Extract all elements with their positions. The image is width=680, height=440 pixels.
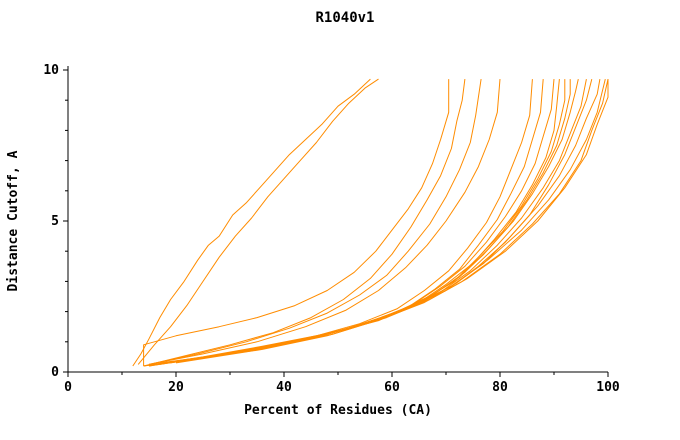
x-tick-label: 60 [384, 380, 400, 395]
x-tick-label: 100 [596, 380, 620, 395]
model-curve [148, 79, 501, 365]
model-curve [154, 79, 566, 365]
x-tick-label: 0 [64, 380, 72, 395]
model-curve [132, 78, 371, 367]
plot-axes: 0 20 40 60 80 100 0 5 10 [43, 63, 620, 395]
x-tick-label: 20 [168, 380, 184, 395]
model-curve [143, 79, 450, 366]
y-tick-label: 10 [43, 63, 59, 78]
model-curve [143, 79, 533, 367]
model-curve [175, 79, 609, 362]
x-axis-label: Percent of Residues (CA) [244, 403, 432, 418]
model-curve [175, 78, 609, 364]
chart-title: R1040v1 [315, 10, 374, 26]
model-curve [137, 78, 379, 365]
plot-series [132, 78, 609, 367]
model-curve [143, 79, 466, 367]
model-curve [148, 79, 555, 367]
y-tick-label: 0 [51, 365, 59, 380]
model-curve [159, 79, 587, 364]
x-tick-label: 40 [276, 380, 292, 395]
x-tick-label: 80 [492, 380, 508, 395]
model-curve [148, 79, 560, 367]
model-curve [143, 79, 544, 367]
y-tick-label: 5 [51, 214, 59, 229]
model-curve [148, 79, 482, 365]
model-curve [170, 78, 606, 364]
y-axis-label: Distance Cutoff, A [6, 150, 21, 291]
